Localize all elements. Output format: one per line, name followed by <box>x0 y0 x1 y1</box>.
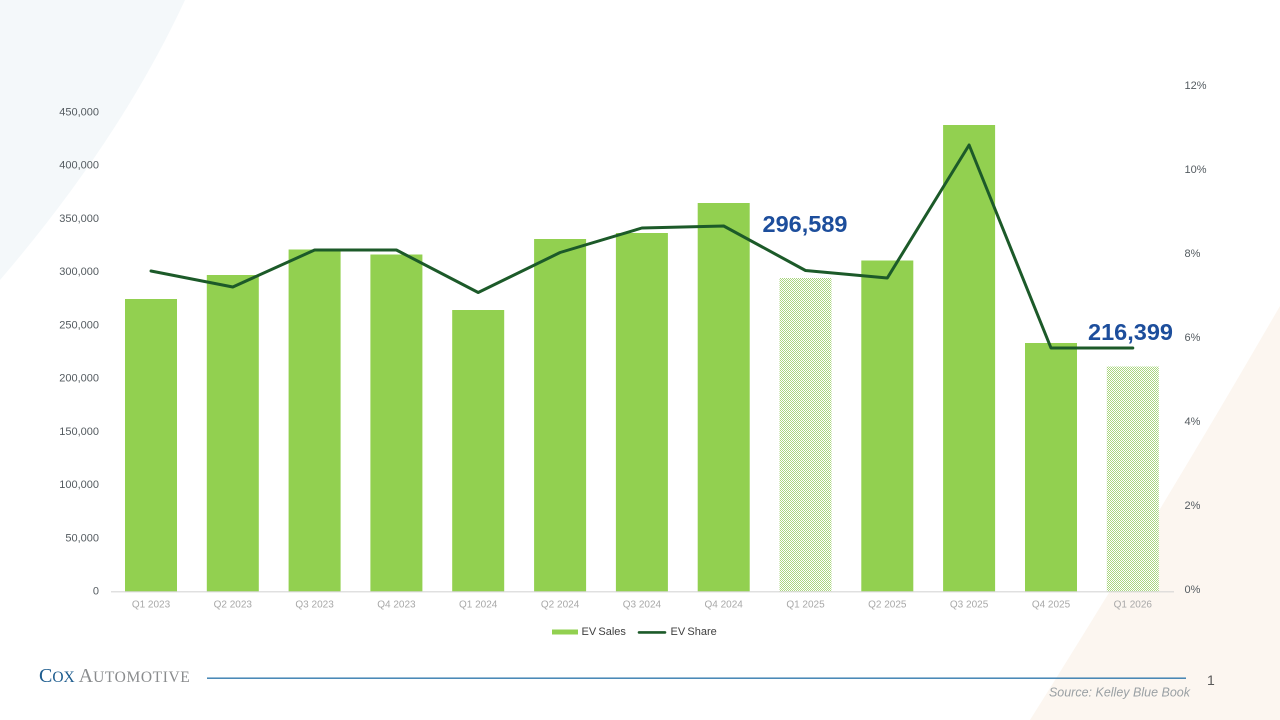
svg-text:0: 0 <box>93 586 99 598</box>
svg-text:Q4 2024: Q4 2024 <box>705 600 744 611</box>
svg-text:6%: 6% <box>1185 332 1201 344</box>
svg-text:0%: 0% <box>1185 584 1201 596</box>
svg-text:100,000: 100,000 <box>59 479 99 491</box>
svg-text:350,000: 350,000 <box>59 213 99 225</box>
svg-text:Q1 2026: Q1 2026 <box>1114 600 1153 611</box>
svg-text:4%: 4% <box>1185 416 1201 428</box>
svg-text:EV Sales: EV Sales <box>582 626 627 638</box>
svg-text:8%: 8% <box>1185 248 1201 260</box>
svg-text:COX AUTOMOTIVE: COX AUTOMOTIVE <box>39 665 190 687</box>
svg-text:150,000: 150,000 <box>59 426 99 438</box>
svg-text:Source: Kelley Blue Book: Source: Kelley Blue Book <box>1049 686 1191 700</box>
svg-text:Q3 2025: Q3 2025 <box>950 600 989 611</box>
svg-text:Q1 2025: Q1 2025 <box>786 600 825 611</box>
svg-text:250,000: 250,000 <box>59 319 99 331</box>
svg-text:1: 1 <box>1207 672 1215 688</box>
svg-text:Q3 2024: Q3 2024 <box>623 600 662 611</box>
svg-text:Q4 2025: Q4 2025 <box>1032 600 1071 611</box>
svg-text:Q4 2023: Q4 2023 <box>377 600 416 611</box>
svg-text:400,000: 400,000 <box>59 160 99 172</box>
svg-text:216,399: 216,399 <box>1088 319 1173 345</box>
svg-text:Q1 2024: Q1 2024 <box>459 600 498 611</box>
svg-text:50,000: 50,000 <box>65 532 99 544</box>
svg-text:Q1 2023: Q1 2023 <box>132 600 171 611</box>
svg-text:10%: 10% <box>1185 164 1207 176</box>
svg-text:200,000: 200,000 <box>59 373 99 385</box>
svg-text:Q3 2023: Q3 2023 <box>295 600 334 611</box>
svg-text:EV Share: EV Share <box>671 626 717 638</box>
svg-text:Q2 2025: Q2 2025 <box>868 600 907 611</box>
svg-text:296,589: 296,589 <box>763 211 848 237</box>
svg-text:Q2 2024: Q2 2024 <box>541 600 580 611</box>
svg-text:450,000: 450,000 <box>59 106 99 118</box>
svg-text:2%: 2% <box>1185 500 1201 512</box>
svg-text:Q2 2023: Q2 2023 <box>214 600 253 611</box>
svg-text:12%: 12% <box>1185 80 1207 92</box>
svg-text:300,000: 300,000 <box>59 266 99 278</box>
